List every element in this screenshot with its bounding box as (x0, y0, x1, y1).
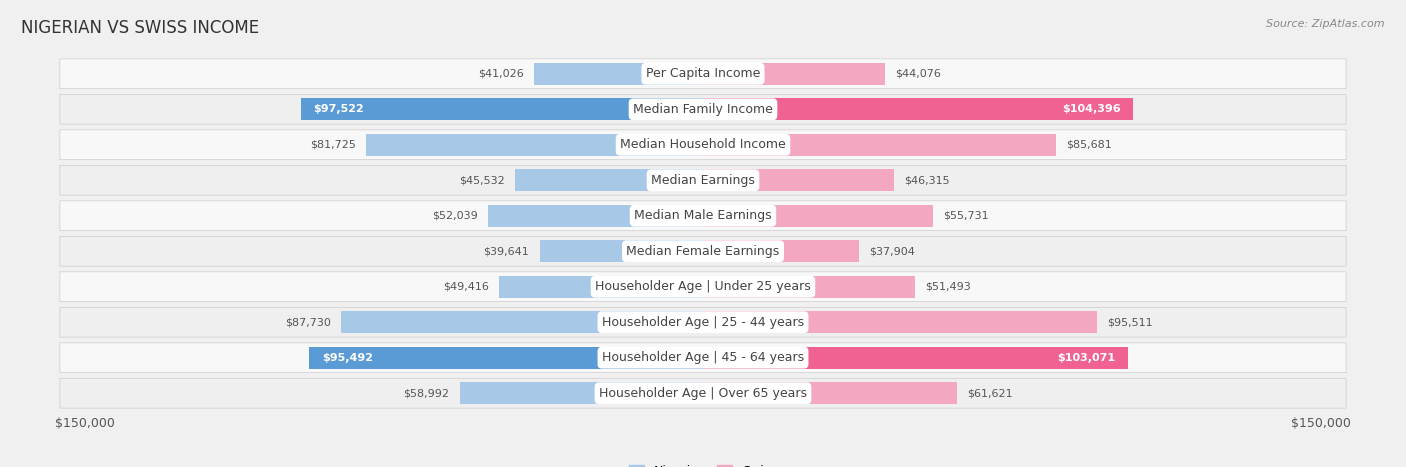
Bar (534, 63, 703, 85)
Bar (703, 240, 859, 262)
Bar (703, 134, 1056, 156)
Bar (309, 347, 703, 369)
FancyBboxPatch shape (60, 59, 1346, 89)
Text: $61,621: $61,621 (967, 388, 1012, 398)
FancyBboxPatch shape (60, 236, 1346, 266)
Text: $87,730: $87,730 (285, 317, 330, 327)
Text: $45,532: $45,532 (460, 175, 505, 185)
Text: Source: ZipAtlas.com: Source: ZipAtlas.com (1267, 19, 1385, 28)
Text: $81,725: $81,725 (309, 140, 356, 150)
Bar (703, 205, 932, 227)
FancyBboxPatch shape (60, 307, 1346, 337)
FancyBboxPatch shape (60, 378, 1346, 408)
Bar (703, 63, 884, 85)
Bar (342, 311, 703, 333)
Text: $95,492: $95,492 (322, 353, 373, 363)
Text: $49,416: $49,416 (443, 282, 489, 292)
FancyBboxPatch shape (60, 201, 1346, 231)
Text: $39,641: $39,641 (484, 246, 529, 256)
FancyBboxPatch shape (60, 94, 1346, 124)
Bar (703, 169, 894, 191)
Text: Householder Age | Over 65 years: Householder Age | Over 65 years (599, 387, 807, 400)
Text: Householder Age | 25 - 44 years: Householder Age | 25 - 44 years (602, 316, 804, 329)
Bar (540, 240, 703, 262)
Text: Householder Age | Under 25 years: Householder Age | Under 25 years (595, 280, 811, 293)
Text: Householder Age | 45 - 64 years: Householder Age | 45 - 64 years (602, 351, 804, 364)
Text: Median Family Income: Median Family Income (633, 103, 773, 116)
Bar (703, 276, 915, 298)
Text: $58,992: $58,992 (404, 388, 450, 398)
Text: $52,039: $52,039 (433, 211, 478, 221)
Bar (703, 347, 1128, 369)
Text: Per Capita Income: Per Capita Income (645, 67, 761, 80)
Text: $46,315: $46,315 (904, 175, 950, 185)
Bar (460, 382, 703, 404)
Text: $104,396: $104,396 (1063, 104, 1121, 114)
Text: Median Female Earnings: Median Female Earnings (627, 245, 779, 258)
Text: NIGERIAN VS SWISS INCOME: NIGERIAN VS SWISS INCOME (21, 19, 259, 37)
Legend: Nigerian, Swiss: Nigerian, Swiss (624, 460, 782, 467)
Text: $97,522: $97,522 (314, 104, 364, 114)
Text: $85,681: $85,681 (1067, 140, 1112, 150)
Text: $44,076: $44,076 (896, 69, 941, 79)
Bar (515, 169, 703, 191)
FancyBboxPatch shape (60, 272, 1346, 302)
Text: Median Male Earnings: Median Male Earnings (634, 209, 772, 222)
FancyBboxPatch shape (60, 165, 1346, 195)
Bar (703, 98, 1133, 120)
Text: $95,511: $95,511 (1107, 317, 1153, 327)
Text: $51,493: $51,493 (925, 282, 972, 292)
Text: $41,026: $41,026 (478, 69, 523, 79)
Bar (703, 382, 957, 404)
Text: $103,071: $103,071 (1057, 353, 1115, 363)
FancyBboxPatch shape (60, 130, 1346, 160)
FancyBboxPatch shape (60, 343, 1346, 373)
Bar (366, 134, 703, 156)
Text: Median Household Income: Median Household Income (620, 138, 786, 151)
Bar (488, 205, 703, 227)
Bar (499, 276, 703, 298)
Text: $55,731: $55,731 (943, 211, 988, 221)
Bar (301, 98, 703, 120)
Text: $37,904: $37,904 (869, 246, 915, 256)
Text: Median Earnings: Median Earnings (651, 174, 755, 187)
Bar (703, 311, 1097, 333)
